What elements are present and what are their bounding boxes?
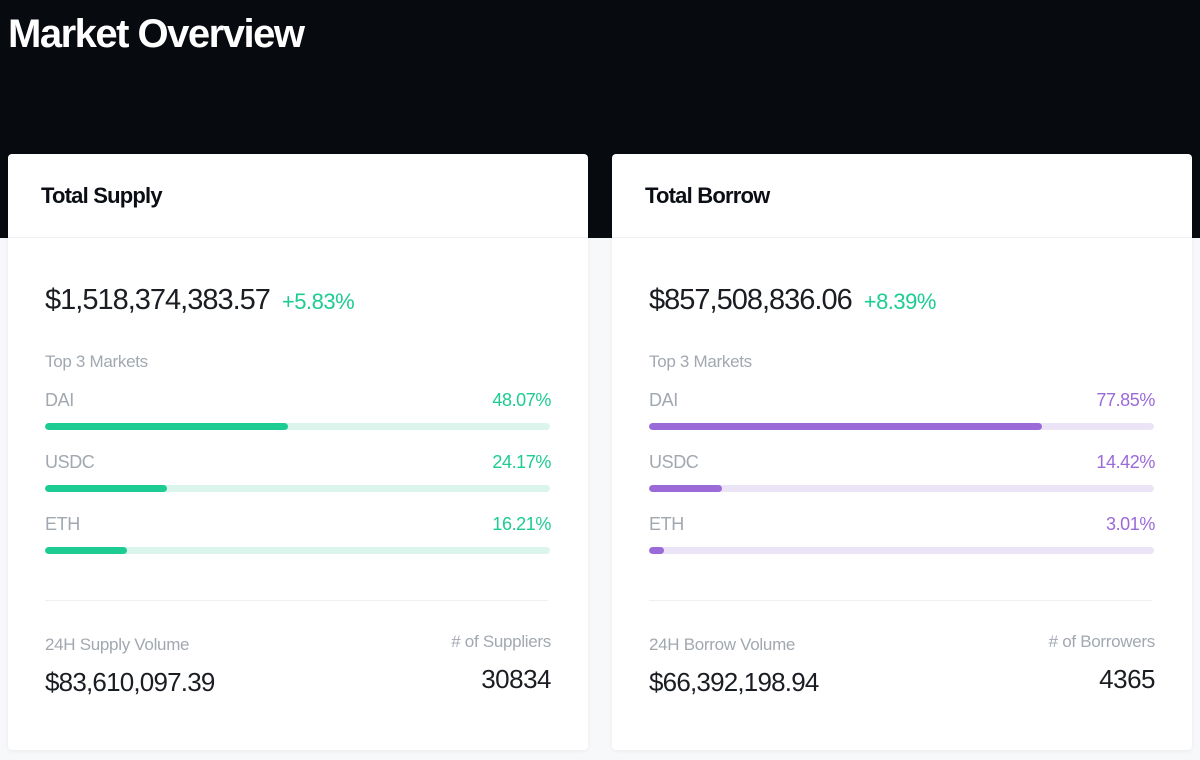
total-supply-change: +5.83% xyxy=(281,289,355,314)
stats-row: 24H Supply Volume $83,610,097.39 # of Su… xyxy=(45,601,551,711)
market-name: DAI xyxy=(45,390,74,410)
market-percent: 24.17% xyxy=(492,452,551,472)
total-borrow-card: Total Borrow $857,508,836.06 +8.39% Top … xyxy=(612,154,1192,750)
borrowers-count-label: # of Borrowers xyxy=(1048,632,1156,651)
market-row[interactable]: ETH 3.01% xyxy=(649,514,1155,554)
stats-row: 24H Borrow Volume $66,392,198.94 # of Bo… xyxy=(649,601,1155,711)
total-row: $857,508,836.06 +8.39% xyxy=(649,284,1155,324)
market-row[interactable]: ETH 16.21% xyxy=(45,514,551,554)
market-percent: 16.21% xyxy=(492,514,551,534)
market-percent: 14.42% xyxy=(1096,452,1155,472)
divider xyxy=(649,600,1152,601)
card-header: Total Borrow xyxy=(612,154,1192,238)
suppliers-count-value: 30834 xyxy=(481,664,551,694)
market-share-fill xyxy=(45,547,127,554)
market-share-fill xyxy=(649,547,665,554)
market-name: USDC xyxy=(649,452,699,472)
market-row[interactable]: USDC 24.17% xyxy=(45,452,551,492)
card-title: Total Supply xyxy=(41,182,163,208)
total-borrow-change: +8.39% xyxy=(863,289,937,314)
market-percent: 77.85% xyxy=(1096,390,1155,410)
card-header: Total Supply xyxy=(8,154,588,238)
volume-label: 24H Supply Volume xyxy=(45,635,190,654)
market-percent: 48.07% xyxy=(492,390,551,410)
market-share-fill xyxy=(649,423,1043,430)
total-supply-card: Total Supply $1,518,374,383.57 +5.83% To… xyxy=(8,154,588,750)
market-share-fill xyxy=(649,485,722,492)
market-share-bar xyxy=(45,547,550,554)
top-markets-label: Top 3 Markets xyxy=(45,352,148,371)
market-name: USDC xyxy=(45,452,95,472)
volume-label: 24H Borrow Volume xyxy=(649,635,796,654)
volume-value: $83,610,097.39 xyxy=(45,667,215,697)
divider xyxy=(45,600,548,601)
total-supply-value: $1,518,374,383.57 xyxy=(45,284,271,316)
volume-value: $66,392,198.94 xyxy=(649,667,819,697)
market-name: DAI xyxy=(649,390,678,410)
market-share-fill xyxy=(45,423,288,430)
market-share-bar xyxy=(45,485,550,492)
market-share-bar xyxy=(649,547,1154,554)
total-row: $1,518,374,383.57 +5.83% xyxy=(45,284,551,324)
top-markets-label: Top 3 Markets xyxy=(649,352,752,371)
market-row[interactable]: USDC 14.42% xyxy=(649,452,1155,492)
suppliers-count-label: # of Suppliers xyxy=(451,632,551,651)
market-name: ETH xyxy=(649,514,684,534)
borrowers-count-value: 4365 xyxy=(1099,664,1155,694)
page-title: Market Overview xyxy=(8,12,305,56)
market-name: ETH xyxy=(45,514,80,534)
market-share-bar xyxy=(45,423,550,430)
market-share-fill xyxy=(45,485,168,492)
total-borrow-value: $857,508,836.06 xyxy=(649,284,853,316)
market-row[interactable]: DAI 48.07% xyxy=(45,390,551,430)
market-share-bar xyxy=(649,423,1154,430)
market-share-bar xyxy=(649,485,1154,492)
market-row[interactable]: DAI 77.85% xyxy=(649,390,1155,430)
market-percent: 3.01% xyxy=(1105,514,1155,534)
card-title: Total Borrow xyxy=(645,182,770,208)
